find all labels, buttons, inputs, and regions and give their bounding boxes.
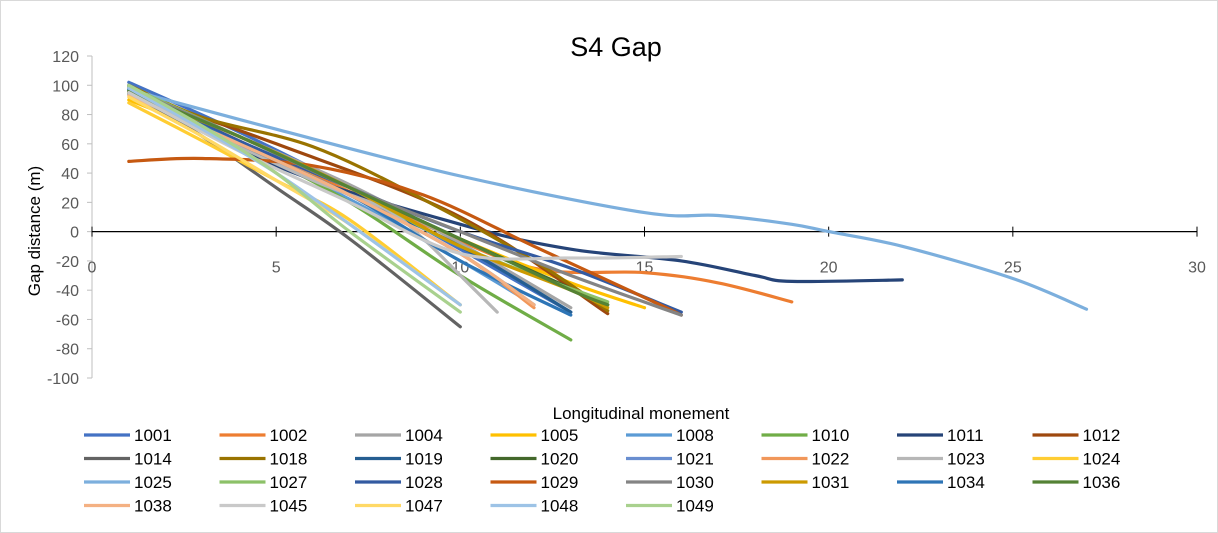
legend-entry: 1005 bbox=[490, 426, 579, 445]
legend-label: 1031 bbox=[812, 473, 850, 492]
legend-label: 1020 bbox=[541, 450, 579, 469]
series-line-1011 bbox=[127, 83, 904, 284]
series-lines-group bbox=[127, 80, 1089, 342]
legend-label: 1021 bbox=[676, 450, 714, 469]
legend-entry: 1024 bbox=[1032, 450, 1121, 469]
legend-entry: 1029 bbox=[490, 473, 579, 492]
legend-label: 1005 bbox=[541, 426, 579, 445]
legend-label: 1038 bbox=[134, 497, 172, 516]
legend-label: 1019 bbox=[405, 450, 443, 469]
series-line-1036 bbox=[127, 89, 610, 307]
legend-entry: 1022 bbox=[761, 450, 850, 469]
legend-label: 1023 bbox=[947, 450, 985, 469]
y-tick-label: -60 bbox=[56, 312, 79, 329]
y-tick-label: 40 bbox=[61, 166, 79, 183]
chart-title: S4 Gap bbox=[570, 32, 662, 62]
legend-label: 1004 bbox=[405, 426, 443, 445]
x-axis-title: Longitudinal monement bbox=[553, 404, 730, 423]
y-tick-label: 60 bbox=[61, 137, 79, 154]
legend-entry: 1025 bbox=[84, 473, 172, 492]
x-tick-label: 25 bbox=[1004, 260, 1022, 277]
legend-label: 1011 bbox=[947, 426, 984, 445]
legend-label: 1024 bbox=[1083, 450, 1121, 469]
legend-label: 1018 bbox=[270, 450, 308, 469]
x-tick-label: 20 bbox=[820, 260, 838, 277]
legend-entry: 1028 bbox=[355, 473, 443, 492]
y-tick-label: 80 bbox=[61, 108, 79, 125]
legend-entry: 1019 bbox=[355, 450, 443, 469]
legend-entry: 1027 bbox=[219, 473, 308, 492]
legend-entry: 1049 bbox=[626, 497, 714, 516]
legend-entry: 1002 bbox=[219, 426, 308, 445]
legend-label: 1014 bbox=[134, 450, 172, 469]
legend-entry: 1021 bbox=[626, 450, 714, 469]
legend-entry: 1012 bbox=[1032, 426, 1121, 445]
series-line-1025 bbox=[127, 88, 1089, 311]
y-tick-label: 100 bbox=[52, 78, 79, 95]
legend-label: 1025 bbox=[134, 473, 172, 492]
legend-label: 1049 bbox=[676, 497, 714, 516]
legend-label: 1001 bbox=[134, 426, 172, 445]
legend-entry: 1018 bbox=[219, 450, 308, 469]
legend-entry: 1045 bbox=[219, 497, 308, 516]
x-tick-label: 5 bbox=[272, 260, 281, 277]
legend-label: 1048 bbox=[541, 497, 579, 516]
y-tick-label: -80 bbox=[56, 342, 79, 359]
legend-entry: 1047 bbox=[355, 497, 443, 516]
series-line-1049 bbox=[127, 83, 462, 314]
legend-entry: 1008 bbox=[626, 426, 714, 445]
legend-entry: 1023 bbox=[897, 450, 985, 469]
legend-group: 1001 1002 1004 1005 1008 1010 1011 1012 1014 1018… bbox=[84, 426, 1120, 516]
y-tick-label: 20 bbox=[61, 195, 79, 212]
legend-label: 1012 bbox=[1083, 426, 1121, 445]
legend-label: 1029 bbox=[541, 473, 579, 492]
legend-entry: 1034 bbox=[897, 473, 985, 492]
legend-entry: 1001 bbox=[84, 426, 172, 445]
y-tick-label: 120 bbox=[52, 49, 79, 66]
y-tick-label: -100 bbox=[47, 371, 79, 388]
legend-label: 1034 bbox=[947, 473, 985, 492]
legend-label: 1028 bbox=[405, 473, 443, 492]
legend-label: 1010 bbox=[812, 426, 850, 445]
legend-label: 1027 bbox=[270, 473, 308, 492]
legend-entry: 1020 bbox=[490, 450, 579, 469]
legend-entry: 1036 bbox=[1032, 473, 1121, 492]
legend-label: 1022 bbox=[812, 450, 850, 469]
legend-entry: 1014 bbox=[84, 450, 172, 469]
legend-label: 1047 bbox=[405, 497, 443, 516]
x-tick-label: 30 bbox=[1188, 260, 1206, 277]
legend-entry: 1004 bbox=[355, 426, 443, 445]
legend-entry: 1030 bbox=[626, 473, 714, 492]
legend-label: 1045 bbox=[270, 497, 308, 516]
legend-label: 1008 bbox=[676, 426, 714, 445]
legend-entry: 1048 bbox=[490, 497, 579, 516]
legend-label: 1036 bbox=[1083, 473, 1121, 492]
legend-entry: 1011 bbox=[897, 426, 984, 445]
legend-label: 1002 bbox=[270, 426, 308, 445]
legend-entry: 1031 bbox=[761, 473, 850, 492]
legend-label: 1030 bbox=[676, 473, 714, 492]
y-tick-label: 0 bbox=[70, 225, 79, 242]
x-tick-label: 0 bbox=[88, 260, 97, 277]
y-tick-label: -20 bbox=[56, 254, 79, 271]
series-line-1029 bbox=[127, 156, 683, 317]
y-axis-title: Gap distance (m) bbox=[25, 166, 44, 296]
y-axis-title-group: Gap distance (m) bbox=[25, 166, 44, 296]
y-tick-label: -40 bbox=[56, 283, 79, 300]
legend-entry: 1038 bbox=[84, 497, 172, 516]
legend-entry: 1010 bbox=[761, 426, 850, 445]
